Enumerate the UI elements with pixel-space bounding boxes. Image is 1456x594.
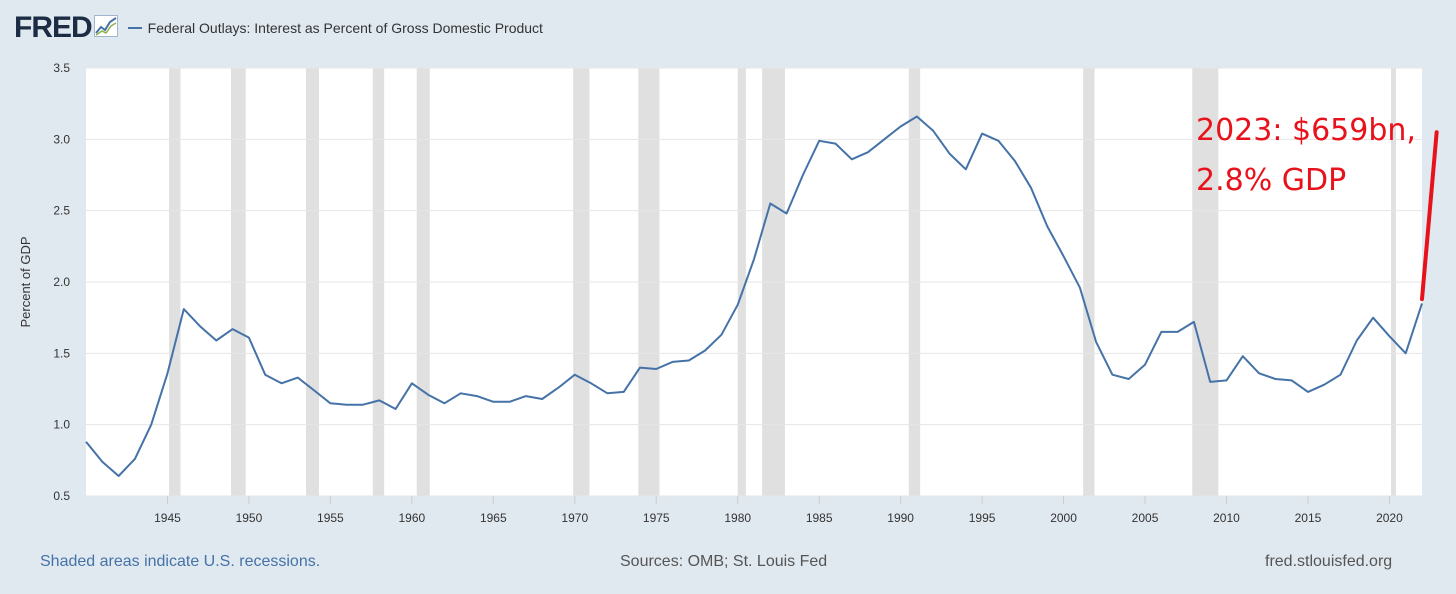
y-tick-label: 2.5 (53, 204, 70, 218)
x-tick-label: 2010 (1213, 511, 1240, 525)
x-tick-label: 1960 (399, 511, 426, 525)
x-tick-label: 1990 (887, 511, 914, 525)
fred-logo-text: FRED (14, 11, 93, 44)
annotation-text: 2023: $659bn, 2.8% GDP (1196, 106, 1416, 206)
x-tick-label: 2000 (1050, 511, 1077, 525)
chart-line-icon (93, 14, 118, 42)
x-tick-label: 1970 (561, 511, 588, 525)
x-tick-label: 2015 (1295, 511, 1322, 525)
x-tick-label: 1965 (480, 511, 507, 525)
x-tick-label: 1980 (724, 511, 751, 525)
site-link[interactable]: fred.stlouisfed.org (1265, 553, 1393, 570)
y-tick-label: 2.0 (53, 275, 70, 289)
x-tick-label: 1975 (643, 511, 670, 525)
sources-text: Sources: OMB; St. Louis Fed (620, 553, 828, 570)
legend-line-icon (127, 27, 142, 29)
fred-logo[interactable]: FRED (14, 11, 118, 45)
y-tick-label: 1.0 (53, 418, 70, 432)
x-tick-label: 2020 (1376, 511, 1403, 525)
y-tick-label: 3.0 (53, 132, 70, 146)
x-tick-label: 1985 (806, 511, 833, 525)
annotation-line-2: 2.8% GDP (1196, 163, 1347, 198)
y-tick-label: 3.5 (53, 61, 70, 75)
x-tick-label: 1950 (236, 511, 263, 525)
chart-header: FRED Federal Outlays: Interest as Percen… (14, 10, 543, 46)
x-tick-label: 1995 (969, 511, 996, 525)
x-tick-label: 1955 (317, 511, 344, 525)
y-tick-label: 0.5 (53, 489, 70, 503)
series-legend[interactable]: Federal Outlays: Interest as Percent of … (127, 20, 543, 36)
annotation-line-1: 2023: $659bn, (1196, 113, 1416, 148)
series-line-0[interactable] (85, 115, 1423, 477)
series-title: Federal Outlays: Interest as Percent of … (147, 20, 543, 36)
y-tick-label: 1.5 (53, 346, 70, 360)
x-tick-label: 2005 (1132, 511, 1159, 525)
x-tick-label: 1945 (154, 511, 181, 525)
annotation-line-0 (1420, 130, 1439, 302)
recession-note: Shaded areas indicate U.S. recessions. (40, 553, 321, 570)
y-axis-label: Percent of GDP (18, 236, 33, 327)
